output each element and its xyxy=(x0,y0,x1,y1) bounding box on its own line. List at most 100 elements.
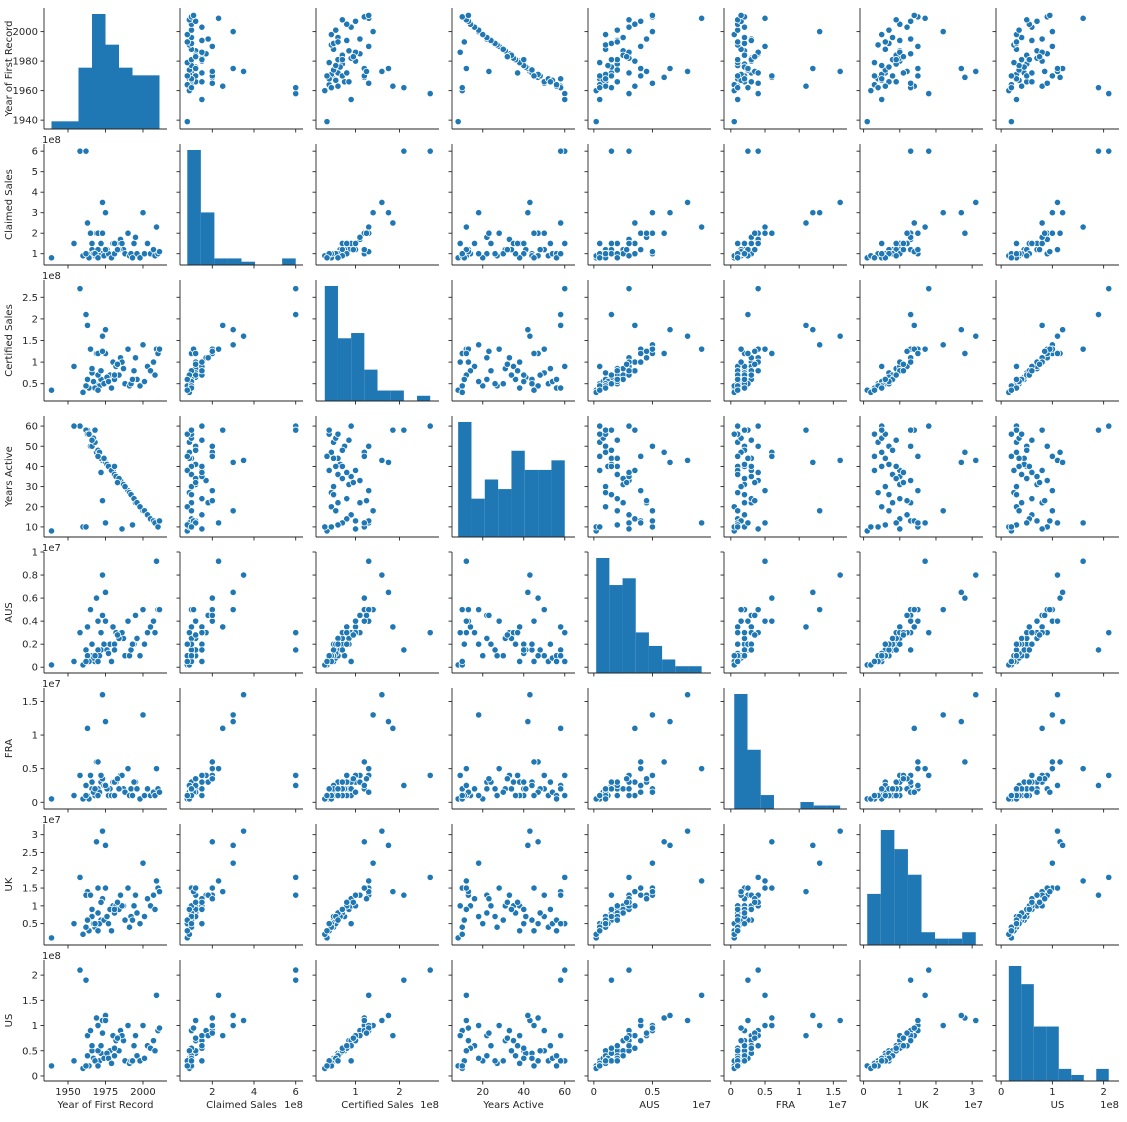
scatter-point xyxy=(347,657,355,666)
scatter-point xyxy=(631,20,639,28)
y-tick-label: 1980 xyxy=(13,57,38,68)
scatter-point xyxy=(907,310,915,319)
scatter-point xyxy=(70,920,78,928)
scatter-point xyxy=(378,67,386,76)
scatter-point xyxy=(192,53,200,61)
scatter-point xyxy=(94,791,102,800)
scatter-point xyxy=(1015,26,1023,34)
scatter-point xyxy=(479,30,487,39)
scatter-point xyxy=(479,652,487,660)
scatter-point xyxy=(540,891,548,899)
scatter-point xyxy=(219,623,227,631)
x-tick-label: 3 xyxy=(969,1087,975,1098)
scatter-point xyxy=(400,147,408,155)
scatter-point xyxy=(76,771,84,779)
scatter-point xyxy=(495,884,503,892)
scatter-point xyxy=(192,64,200,73)
scatter-point xyxy=(740,33,749,42)
scatter-point xyxy=(343,1042,351,1050)
scatter-point xyxy=(229,28,237,36)
scatter-point xyxy=(961,448,969,456)
scatter-point xyxy=(140,1054,149,1062)
scatter-point xyxy=(475,1054,483,1062)
hist-bar xyxy=(867,893,881,945)
scatter-point xyxy=(863,118,871,126)
scatter-point xyxy=(1038,239,1046,248)
scatter-point xyxy=(292,426,300,434)
scatter-point xyxy=(596,239,604,248)
scatter-point xyxy=(115,785,123,793)
y-tick-label: 0 xyxy=(32,663,38,674)
x-tick-label: 2 xyxy=(933,1087,939,1098)
scatter-point xyxy=(239,571,248,579)
x-tick-label: 60 xyxy=(558,1087,571,1098)
scatter-point xyxy=(939,28,947,36)
scatter-point xyxy=(1038,426,1046,434)
hist-bar xyxy=(622,578,636,673)
scatter-point xyxy=(607,454,616,462)
scatter-point xyxy=(734,422,742,430)
x-axis-label: US xyxy=(1051,1100,1065,1111)
scatter-point xyxy=(1018,634,1026,643)
scatter-point xyxy=(292,646,300,654)
scatter-point xyxy=(1056,594,1064,602)
scatter-point xyxy=(740,652,749,660)
scatter-point xyxy=(189,11,198,19)
scatter-point xyxy=(475,711,483,719)
scatter-point xyxy=(1053,571,1062,579)
scatter-point xyxy=(744,64,752,73)
scatter-point xyxy=(557,321,565,329)
scatter-point xyxy=(338,56,346,64)
scatter-point xyxy=(198,525,206,533)
scatter-point xyxy=(229,64,237,73)
scatter-point xyxy=(149,358,158,366)
scatter-point xyxy=(128,375,137,383)
scatter-point xyxy=(637,1016,645,1025)
scatter-point xyxy=(1010,58,1018,67)
scatter-point xyxy=(596,430,604,438)
hist-bar xyxy=(214,258,228,265)
scatter-point xyxy=(874,489,882,497)
scatter-point xyxy=(642,1029,651,1037)
scatter-point xyxy=(607,905,616,914)
scatter-point xyxy=(378,198,386,207)
scatter-point xyxy=(754,422,762,430)
scatter-point xyxy=(903,347,911,355)
scatter-point xyxy=(802,82,810,90)
scatter-point xyxy=(400,426,408,434)
scatter-point xyxy=(899,239,908,248)
scatter-point xyxy=(384,841,393,849)
scatter-point xyxy=(183,657,191,666)
scatter-point xyxy=(462,991,470,999)
scatter-point xyxy=(734,523,742,531)
scatter-point xyxy=(744,310,752,319)
scatter-point xyxy=(761,991,769,999)
scatter-point xyxy=(323,72,331,80)
scatter-point xyxy=(534,382,542,390)
scatter-point xyxy=(888,446,897,454)
scatter-point xyxy=(389,724,397,732)
scatter-point xyxy=(151,1047,159,1055)
scatter-point xyxy=(836,456,844,464)
scatter-point xyxy=(1053,198,1062,207)
scatter-point xyxy=(526,571,534,579)
scatter-point xyxy=(637,72,645,80)
scatter-point xyxy=(214,877,223,885)
scatter-point xyxy=(557,785,565,793)
scatter-point xyxy=(187,1057,196,1065)
scatter-point xyxy=(113,1034,122,1042)
scatter-point xyxy=(754,79,762,87)
scatter-point xyxy=(121,482,129,491)
scatter-point xyxy=(334,791,342,800)
scatter-point xyxy=(881,45,889,53)
scatter-point xyxy=(768,229,776,237)
scatter-point xyxy=(530,617,538,625)
scatter-point xyxy=(1046,248,1054,256)
scatter-point xyxy=(351,466,360,475)
scatter-point xyxy=(914,64,922,73)
scatter-point xyxy=(70,791,78,800)
scatter-point xyxy=(76,629,84,637)
scatter-point xyxy=(94,927,102,935)
panel-uk-vs-uk xyxy=(856,824,983,949)
scatter-point xyxy=(1094,891,1103,899)
